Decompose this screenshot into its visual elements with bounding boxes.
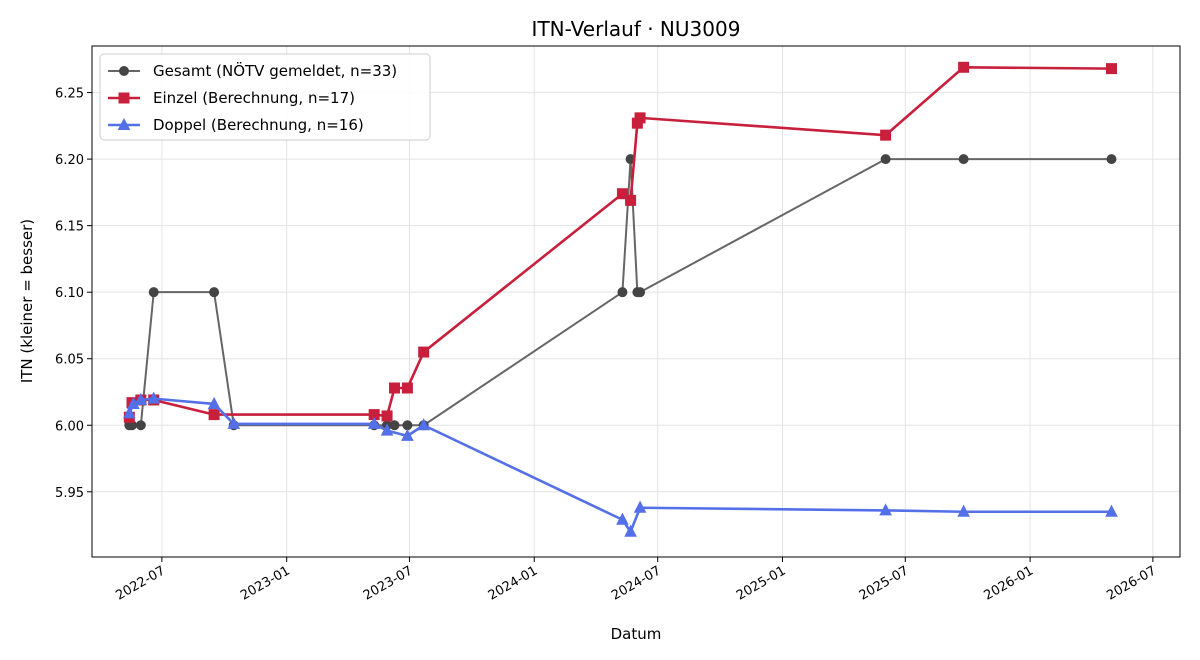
data-point [880,129,892,141]
data-point [635,287,646,298]
data-point [624,524,637,537]
legend-marker [117,117,131,130]
legend-marker [119,66,129,76]
y-tick-label: 6.05 [55,353,84,368]
series-line [128,397,1113,534]
data-point [616,188,628,200]
data-point [209,287,220,298]
data-point [389,382,401,394]
data-point [633,500,647,513]
data-point [402,420,413,431]
legend-box [99,53,431,141]
data-point [617,287,628,298]
legend-item: Doppel (Berechnung, n=16) [108,116,364,134]
data-point [122,406,136,419]
data-point [148,287,159,298]
series-layer [122,61,1118,537]
data-point [401,382,413,394]
legend-label: Gesamt (NÖTV gemeldet, n=33) [153,61,397,80]
data-point [207,396,221,409]
legend-item: Einzel (Berechnung, n=17) [108,89,355,107]
legend-label: Einzel (Berechnung, n=17) [153,89,355,107]
chart-title: ITN-Verlauf · NU3009 [532,17,741,41]
data-point [958,154,969,165]
data-point [208,409,220,421]
data-point [380,423,394,436]
x-axis-label: Datum [611,625,662,643]
y-tick-label: 6.00 [55,419,84,434]
data-point [1105,63,1117,75]
legend: Gesamt (NÖTV gemeldet, n=33) Einzel (Bere… [99,53,431,141]
data-point [1105,504,1118,517]
y-tick-label: 6.10 [55,286,84,301]
data-point [389,420,400,431]
data-point [418,346,430,358]
plot-frame [91,45,1181,558]
legend-marker [118,92,130,104]
data-point [135,420,146,431]
y-axis-label: ITN (kleiner = besser) [18,219,36,383]
data-point [134,392,148,405]
y-tick-label: 6.15 [55,220,84,235]
y-tick-label: 5.95 [55,486,84,501]
data-point [417,418,431,431]
y-tick-label: 6.20 [55,153,84,168]
data-point [880,154,891,165]
data-point [227,416,241,429]
legend-label: Doppel (Berechnung, n=16) [153,116,364,134]
data-point [401,428,414,441]
data-point [1106,154,1117,165]
data-point [957,504,970,517]
data-point [625,194,637,206]
y-axis-ticks: 5.95 6.00 6.05 6.10 6.15 6.20 6.25 [55,87,92,501]
legend-item: Gesamt (NÖTV gemeldet, n=33) [108,61,397,80]
data-point [616,512,629,525]
series-line [128,158,1113,427]
data-point [367,416,381,429]
series-3 [122,391,1118,537]
legend-items: Gesamt (NÖTV gemeldet, n=33) Einzel (Bere… [108,61,397,134]
data-point [634,112,646,124]
y-tick-label: 6.25 [55,87,84,102]
data-point [147,391,161,404]
data-point [958,61,970,73]
data-point [879,503,892,516]
data-point [381,410,393,422]
